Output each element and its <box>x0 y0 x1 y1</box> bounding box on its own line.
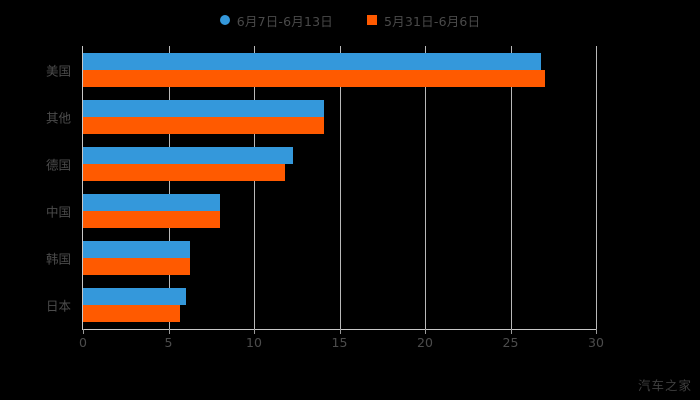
legend-square-icon <box>367 15 377 25</box>
chart-legend: 6月7日-6月13日 5月31日-6月6日 <box>0 10 700 30</box>
bar[interactable] <box>83 241 190 259</box>
gridline <box>596 46 597 329</box>
plot-area: 0 5 10 15 20 25 30 美国其他德国中国韩国日本 <box>46 46 604 350</box>
x-axis-tick-label: 25 <box>502 335 519 350</box>
bar[interactable] <box>83 305 181 323</box>
legend-item-label: 6月7日-6月13日 <box>236 13 333 29</box>
y-axis-category-label: 美国 <box>45 63 71 79</box>
bar[interactable] <box>83 116 325 134</box>
y-axis-line <box>82 46 84 329</box>
x-axis-tick-label: 15 <box>331 335 348 350</box>
x-axis-tick <box>168 329 170 334</box>
y-axis-category-label: 德国 <box>45 157 71 173</box>
x-axis-tick <box>596 329 597 334</box>
legend-item[interactable]: 6月7日-6月13日 <box>219 11 333 30</box>
gridline <box>339 46 341 329</box>
bar[interactable] <box>83 288 186 306</box>
x-axis-tick-label: 20 <box>417 335 433 350</box>
bar[interactable] <box>83 146 294 164</box>
bar[interactable] <box>83 211 220 229</box>
x-axis-tick <box>510 329 512 334</box>
x-axis-tick-label: 30 <box>588 335 604 350</box>
x-axis-tick-label: 0 <box>79 335 87 350</box>
watermark: 汽车之家 <box>637 378 692 393</box>
x-axis-tick <box>339 329 341 334</box>
y-axis-category-label: 其他 <box>45 110 71 126</box>
gridline <box>168 46 170 329</box>
legend-circle-icon <box>219 15 230 25</box>
x-axis-tick <box>254 329 255 334</box>
y-axis-category-label: 中国 <box>45 204 71 220</box>
bar[interactable] <box>83 69 545 87</box>
y-axis-category-label: 日本 <box>45 298 71 314</box>
bar[interactable] <box>83 52 542 70</box>
x-axis-tick <box>425 329 426 334</box>
gridline <box>510 46 512 329</box>
gridline <box>254 46 255 329</box>
x-axis-tick-label: 10 <box>246 335 262 350</box>
x-axis-tick-label: 5 <box>164 335 173 350</box>
legend-item-label: 5月31日-6月6日 <box>384 13 481 29</box>
legend-item[interactable]: 5月31日-6月6日 <box>367 11 480 30</box>
bar[interactable] <box>83 99 325 117</box>
bar[interactable] <box>83 163 285 181</box>
bar[interactable] <box>83 258 190 276</box>
x-axis-tick <box>83 329 84 334</box>
y-axis-category-label: 韩国 <box>45 251 71 267</box>
gridline <box>425 46 426 329</box>
bar[interactable] <box>83 194 220 212</box>
x-axis-line <box>82 329 596 331</box>
